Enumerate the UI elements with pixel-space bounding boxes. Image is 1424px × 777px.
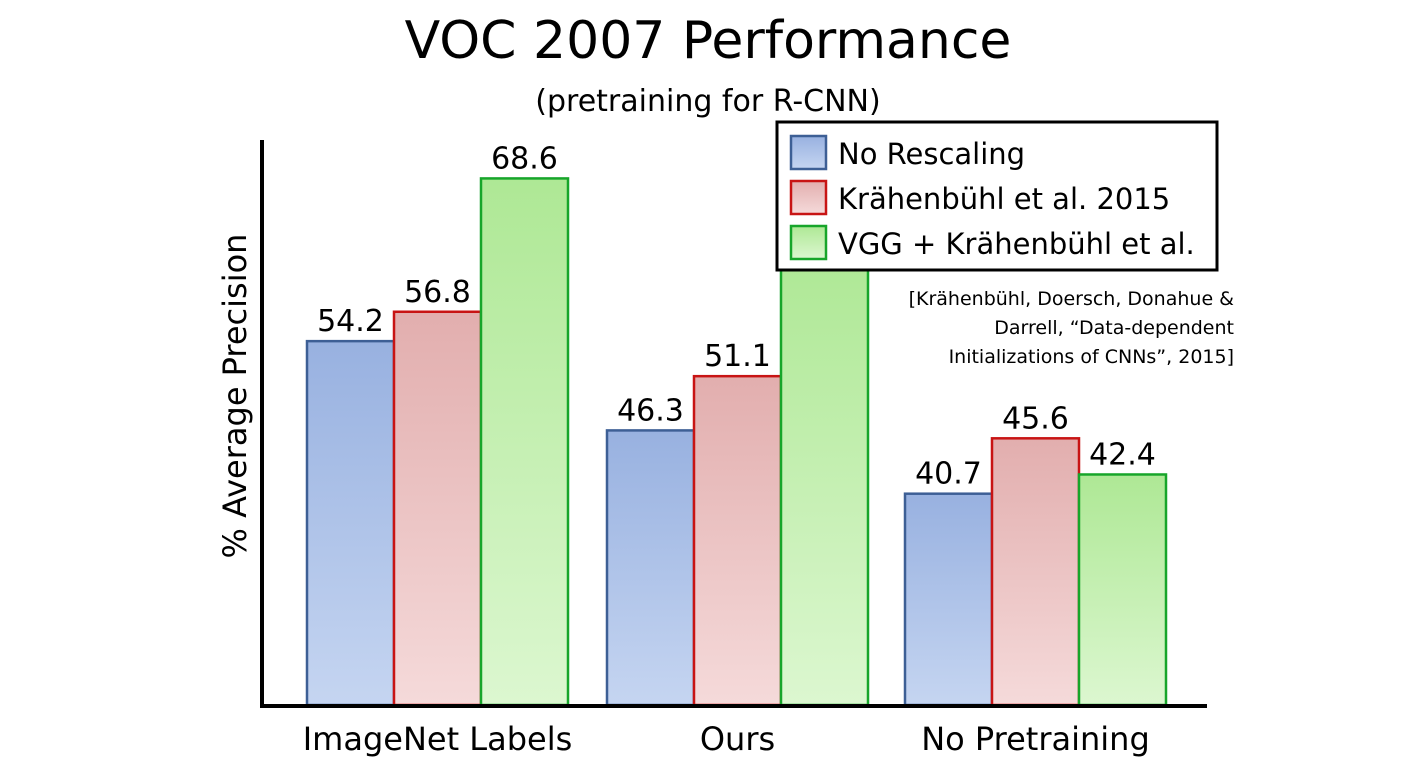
- citation-line-1: [Krähenbühl, Doersch, Donahue &: [909, 288, 1235, 310]
- bar-ours-no-rescaling: [605, 429, 696, 707]
- legend-label-no-rescaling: No Rescaling: [838, 137, 1025, 171]
- chart-subtitle: (pretraining for R-CNN): [535, 84, 880, 119]
- data-label-imagenet-labels-kr-henb-hl-et-al-2015: 56.8: [404, 275, 471, 310]
- x-tick-label-ours: Ours: [700, 720, 775, 758]
- bar-no-pretraining-vgg-kr-henb-hl-et-al: [1077, 473, 1168, 707]
- data-label-imagenet-labels-vgg-kr-henb-hl-et-al: 68.6: [491, 141, 558, 176]
- data-label-no-pretraining-kr-henb-hl-et-al-2015: 45.6: [1002, 401, 1069, 436]
- legend-swatch-no-rescaling: [789, 134, 828, 171]
- legend-label-vgg-kr-henb-hl-et-al: VGG + Krähenbühl et al.: [838, 227, 1195, 261]
- bar-no-pretraining-kr-henb-hl-et-al-2015: [990, 437, 1081, 707]
- citation-line-2: Darrell, “Data-dependent: [994, 317, 1234, 339]
- legend-swatch-vgg-kr-henb-hl-et-al: [789, 224, 828, 261]
- data-label-no-pretraining-vgg-kr-henb-hl-et-al: 42.4: [1089, 437, 1156, 472]
- bars-layer: [305, 177, 1168, 707]
- x-tick-labels: ImageNet Labels Ours No Pretraining: [303, 720, 1150, 758]
- bar-imagenet-labels-no-rescaling: [305, 339, 396, 707]
- bar-imagenet-labels-kr-henb-hl-et-al-2015: [392, 310, 483, 707]
- data-label-imagenet-labels-no-rescaling: 54.2: [317, 304, 384, 339]
- bar-ours-vgg-kr-henb-hl-et-al: [779, 255, 870, 707]
- citation-annotation: [Krähenbühl, Doersch, Donahue & Darrell,…: [909, 288, 1235, 368]
- legend-label-kr-henb-hl-et-al-2015: Krähenbühl et al. 2015: [838, 182, 1170, 216]
- legend: No Rescaling Krähenbühl et al. 2015 VGG + …: [775, 120, 1219, 272]
- legend-swatch-kr-henb-hl-et-al-2015: [789, 179, 828, 216]
- bar-ours-kr-henb-hl-et-al-2015: [692, 374, 783, 707]
- data-label-no-pretraining-no-rescaling: 40.7: [915, 457, 982, 492]
- bar-imagenet-labels-vgg-kr-henb-hl-et-al: [479, 177, 570, 707]
- y-axis-label: % Average Precision: [216, 234, 254, 559]
- bar-no-pretraining-no-rescaling: [903, 492, 994, 707]
- legend-box: [775, 120, 1219, 272]
- data-label-ours-no-rescaling: 46.3: [617, 393, 684, 428]
- chart-title: VOC 2007 Performance: [405, 11, 1012, 71]
- citation-line-3: Initializations of CNNs”, 2015]: [949, 346, 1234, 368]
- data-label-ours-kr-henb-hl-et-al-2015: 51.1: [704, 339, 771, 374]
- x-tick-label-no-pretraining: No Pretraining: [921, 720, 1150, 758]
- x-tick-label-imagenet-labels: ImageNet Labels: [303, 720, 573, 758]
